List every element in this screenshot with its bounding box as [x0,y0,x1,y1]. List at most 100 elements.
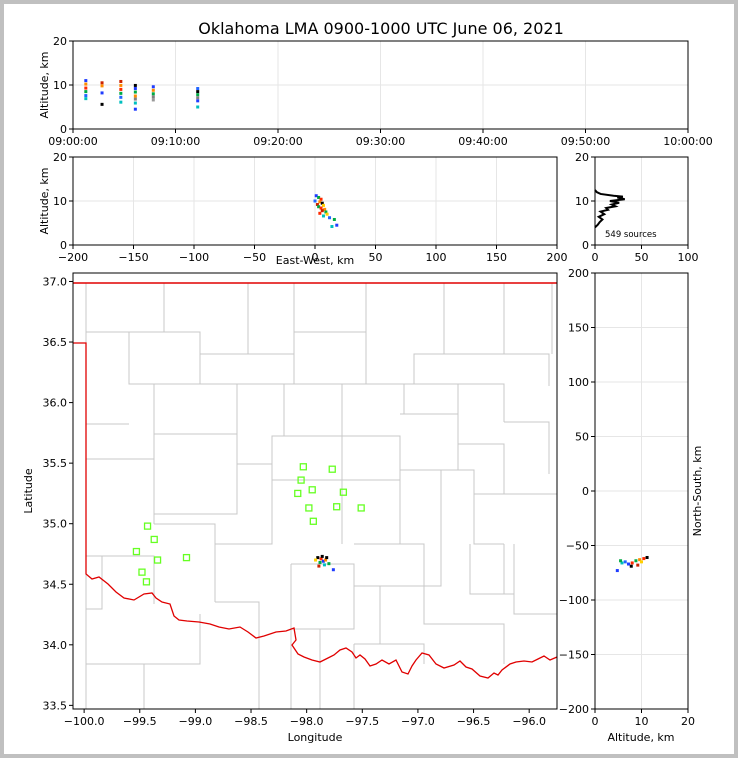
source-point [332,217,336,221]
source-point [151,92,155,96]
lma-station-marker [182,553,191,562]
altitude-histogram-line [594,189,625,229]
y-tick-label: 10 [53,79,67,92]
source-point [100,102,104,106]
y-tick-label: 35.5 [43,457,68,470]
source-point [321,214,325,218]
x-tick-label: 100 [426,251,447,264]
x-tick-label: −97.5 [345,715,379,728]
source-point [320,209,324,213]
y-tick-label: 34.5 [43,578,68,591]
source-point [619,559,623,563]
altitude-histogram-panel: 0 50 100 0 10 20 549 sources [575,151,699,264]
source-point [133,101,137,105]
source-point [318,560,322,564]
y-tick-label: 10 [575,195,589,208]
source-point [330,225,334,229]
source-point [119,95,123,99]
y-tick-label: 20 [53,151,67,164]
source-point [100,84,104,88]
source-point [626,562,630,566]
lma-station-marker [333,503,341,511]
source-point [133,94,137,98]
source-point [318,211,322,215]
source-point [319,557,323,561]
lma-figure: Oklahoma LMA 0900-1000 UTC June 06, 2021… [22,19,713,744]
x-tick-label: 09:20:00 [253,135,302,148]
lma-station-marker [308,486,316,494]
y-tick-label: 0 [60,239,67,252]
source-point [151,95,155,99]
source-point [196,93,200,97]
source-point [642,557,646,561]
source-point [119,91,123,95]
source-point [151,98,155,102]
x-tick-label: −97.0 [401,715,435,728]
x-tick-label: 50 [635,251,649,264]
altitude-time-ylabel: Altitude, km [38,51,51,118]
y-tick-label: 0 [582,485,589,498]
source-point [319,206,323,210]
y-tick-label: 35.0 [43,518,68,531]
x-tick-label: 20 [681,715,695,728]
x-tick-label: −96.0 [512,715,546,728]
source-point [319,197,323,201]
y-tick-label: 0 [582,239,589,252]
y-tick-label: 33.5 [43,699,68,712]
x-tick-label: 09:40:00 [458,135,507,148]
plan-view-xlabel: Longitude [288,731,343,744]
y-tick-label: 34.0 [43,639,68,652]
y-tick-label: 50 [575,431,589,444]
source-point [325,556,329,560]
county-boundaries [73,282,557,709]
lma-station-marker [299,463,307,471]
source-point [133,107,137,111]
lma-station-marker [143,522,152,530]
x-tick-label: 09:10:00 [151,135,200,148]
source-point [638,558,642,562]
x-tick-label: −99.0 [179,715,213,728]
lma-station-marker [328,465,336,473]
y-tick-label: 200 [568,267,589,280]
source-point [100,81,104,85]
source-point [335,223,339,227]
lma-station-marker [339,488,348,496]
east-west-xlabel: East-West, km [276,254,354,267]
x-tick-label: 10:00:00 [663,135,712,148]
state-boundary [73,342,557,679]
source-point [317,564,321,568]
x-tick-label: 10 [635,715,649,728]
source-point [84,97,88,101]
x-tick-label: 200 [547,251,568,264]
x-tick-label: −200 [58,251,88,264]
x-tick-label: 09:30:00 [356,135,405,148]
y-tick-label: 37.0 [43,275,68,288]
source-point [321,559,325,563]
source-point [634,559,638,563]
x-tick-label: −100.0 [64,715,105,728]
lma-station-marker [153,556,162,564]
figure-frame: Oklahoma LMA 0900-1000 UTC June 06, 2021… [4,4,734,754]
source-point [133,90,137,94]
y-tick-label: 10 [53,195,67,208]
source-count-label: 549 sources [605,230,657,240]
x-tick-label: 09:50:00 [561,135,610,148]
source-point [133,87,137,91]
source-point [321,203,325,207]
east-west-ylabel: Altitude, km [38,167,51,234]
lma-station-marker [309,517,317,525]
y-tick-label: −200 [559,703,589,716]
x-tick-label: −99.5 [123,715,157,728]
x-tick-label: 50 [369,251,383,264]
source-point [314,558,318,562]
source-point [84,82,88,86]
x-tick-label: −98.5 [234,715,268,728]
source-point [323,207,327,211]
y-tick-label: 20 [575,151,589,164]
source-point [196,105,200,109]
plan-view-ylabel: Latitude [22,468,35,514]
source-point [645,555,649,559]
north-south-panel: 0 10 20 −200 −150 −100 −50 0 50 100 150 200 Altitud… [559,267,704,744]
x-tick-label: −150 [118,251,148,264]
plan-view-panel: −100.0 −99.5 −99.0 −98.5 −98.0 −97.5 −97.0 −96.… [22,272,558,744]
